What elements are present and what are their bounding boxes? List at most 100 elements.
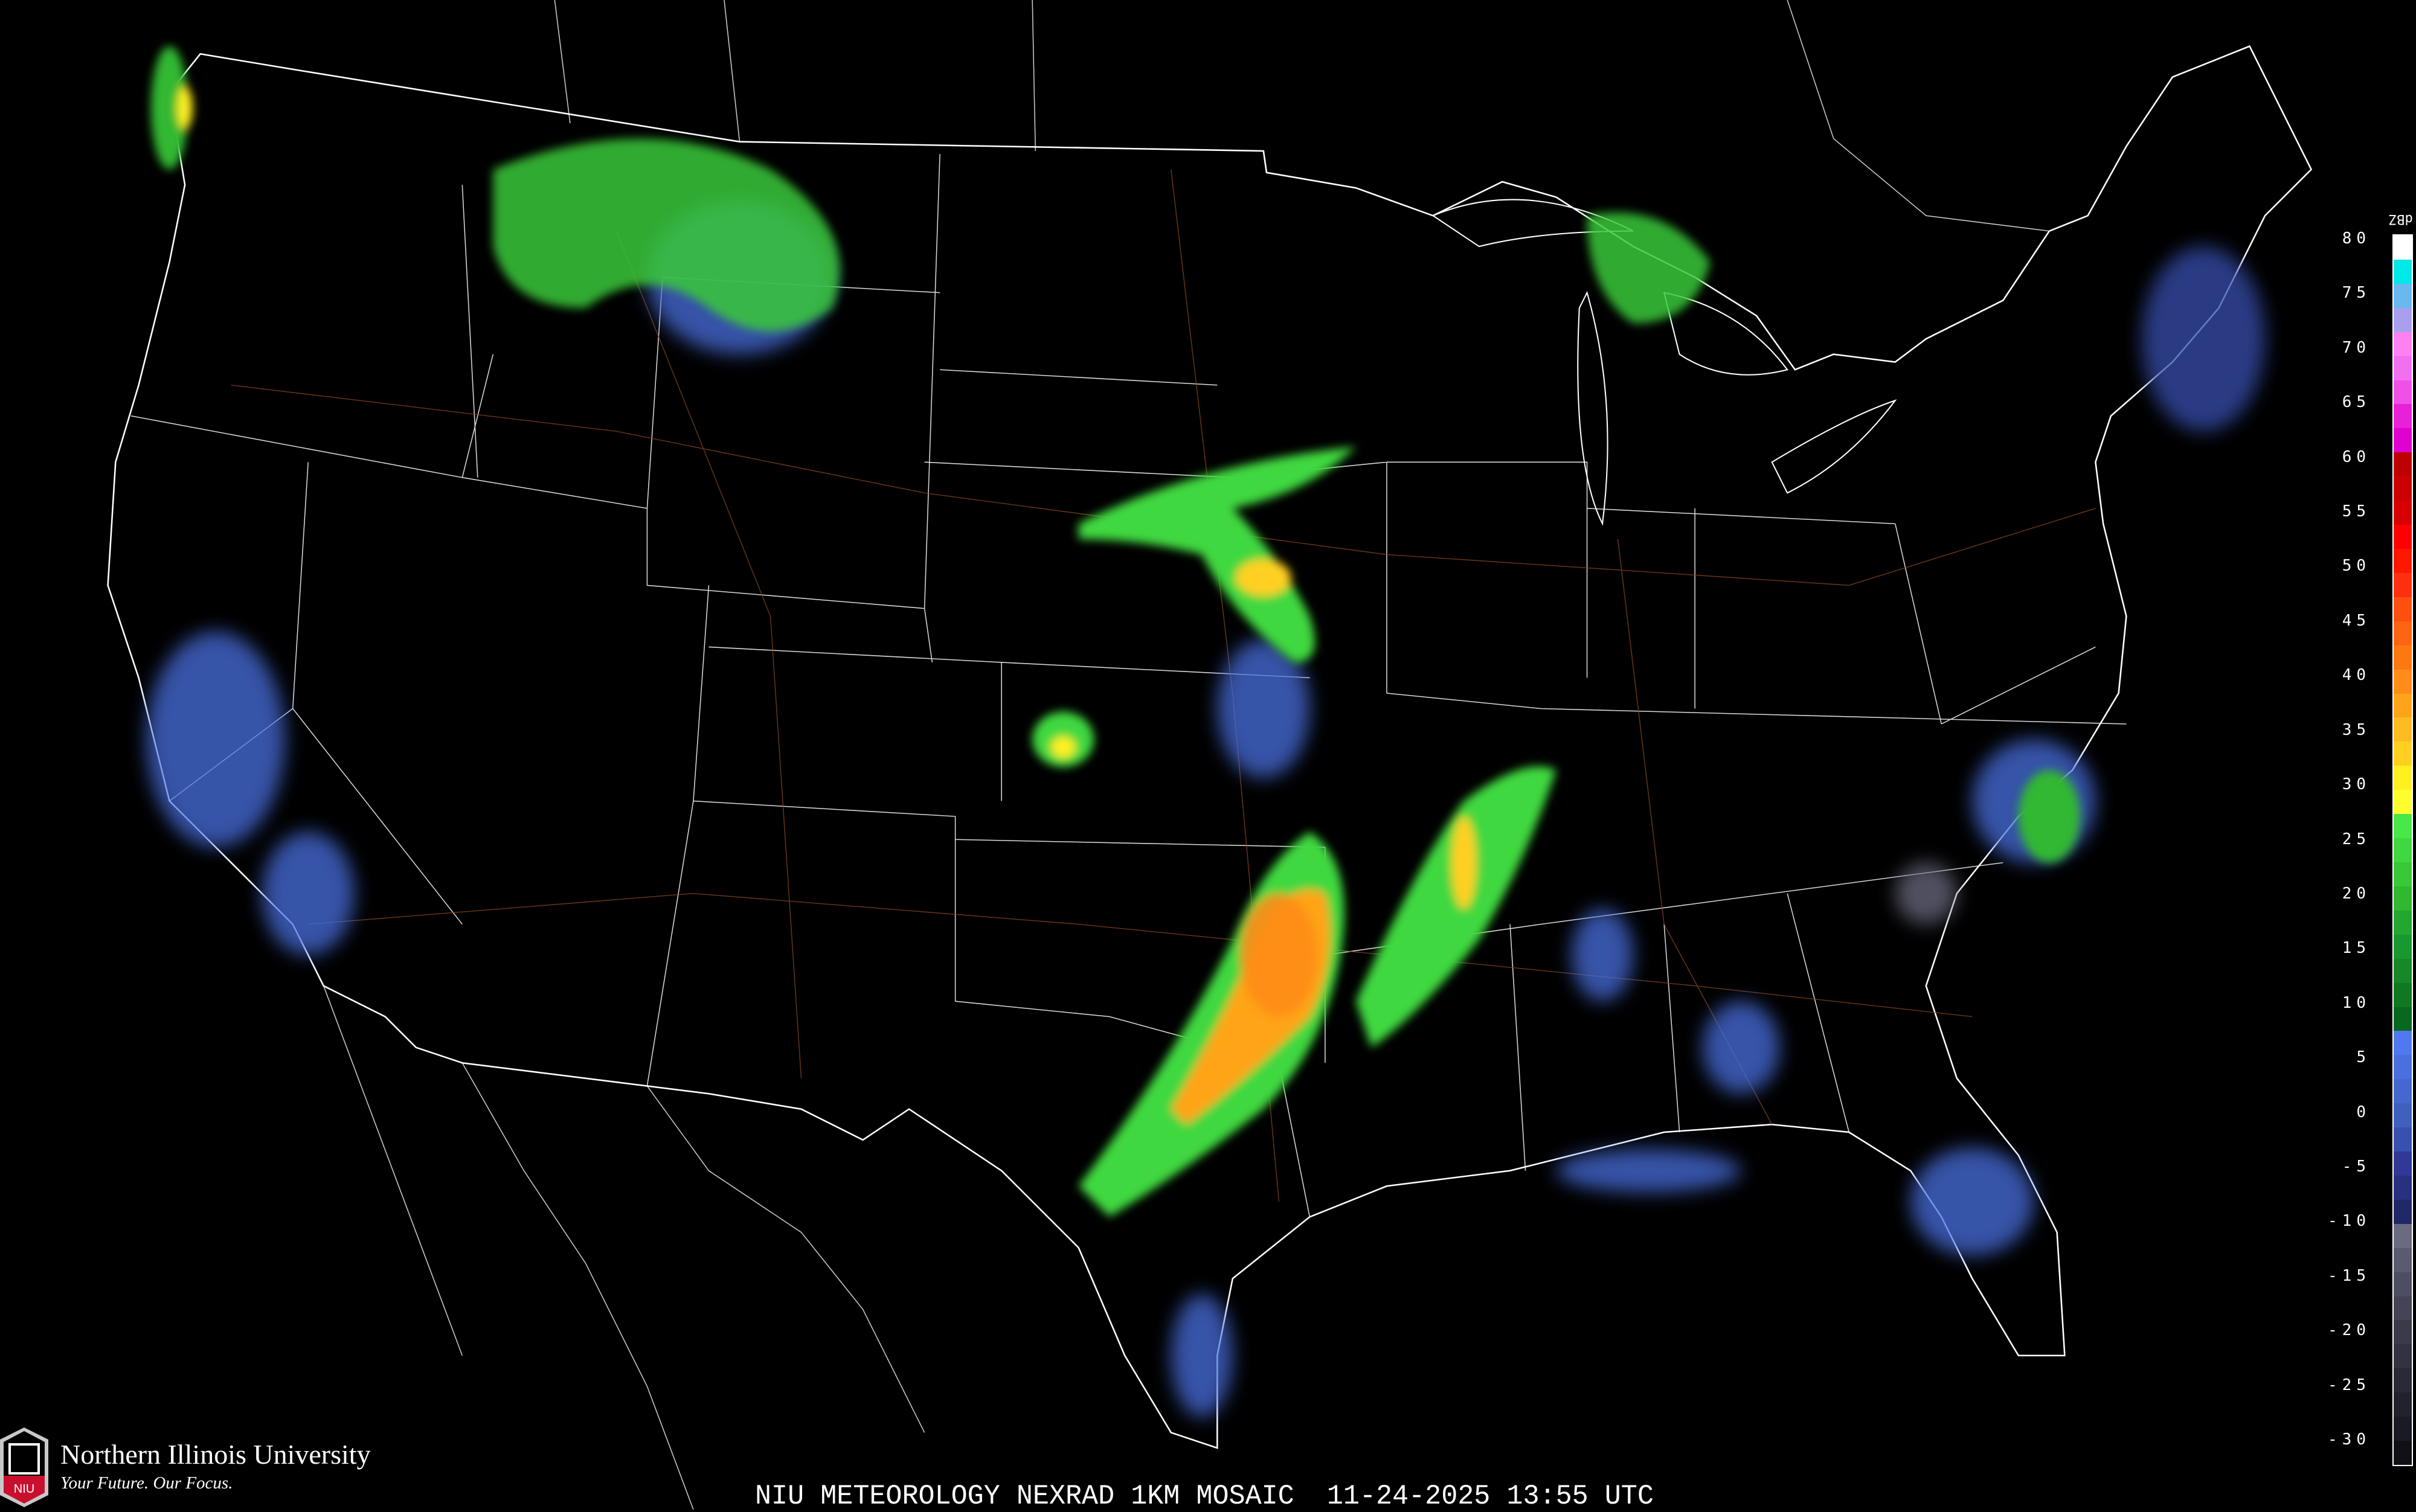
echo-light [1910,1147,2034,1256]
legend-tick-label: 40 [2342,666,2371,685]
legend-tick-label: -5 [2342,1157,2371,1176]
legend-color-swatch [2394,910,2412,935]
legend-color-swatch [2394,982,2412,1007]
legend-color-swatch [2394,1127,2412,1152]
echo-heavy [1451,816,1476,909]
legend-tick-label: -10 [2328,1212,2371,1231]
legend-color-swatch [2394,1079,2412,1104]
legend-color-swatch [2394,525,2412,549]
echo-heavy [1050,736,1076,758]
legend-tick-label: 15 [2342,939,2371,958]
legend-color-swatch [2394,572,2412,597]
roads [231,169,2096,1202]
legend-tick-label: 35 [2342,720,2371,739]
echo-light [262,831,355,955]
legend-tick-label: 10 [2342,993,2371,1012]
legend-tick-label: -25 [2328,1376,2371,1394]
echo-light [1572,909,1634,1002]
legend-color-swatch [2394,790,2412,815]
legend-color-swatch [2394,838,2412,862]
legend-color-swatch [2394,428,2412,453]
legend-color-swatch [2394,1392,2412,1417]
echo-moderate [1587,213,1711,324]
legend-color-swatch [2394,814,2412,839]
legend-color-swatch [2394,1152,2412,1176]
echo-moderate [1078,446,1356,662]
legend-color-swatch [2394,356,2412,380]
legend-color-swatch [2394,235,2412,260]
legend-color-swatch [2394,1248,2412,1272]
legend-color-swatch [2394,332,2412,356]
legend-color-swatch [2394,958,2412,983]
echo-light [1556,1149,1741,1193]
dbz-color-legend [2392,234,2413,1466]
legend-color-swatch [2394,548,2412,573]
legend-color-swatch [2394,669,2412,694]
echo-light [1171,1293,1233,1417]
legend-color-swatch [2394,1055,2412,1080]
legend-color-swatch [2394,283,2412,308]
international-borders [323,0,2049,1510]
legend-tick-label: -30 [2328,1430,2371,1449]
echo-moderate [2018,770,2080,863]
legend-color-swatch [2394,621,2412,645]
echo-light [2141,246,2265,432]
echo-moderate [1078,831,1345,1217]
legend-color-swatch [2394,259,2412,284]
legend-color-swatch [2394,1441,2412,1466]
legend-color-swatch [2394,886,2412,911]
legend-tick-label: 80 [2342,229,2371,248]
legend-color-swatch [2394,501,2412,525]
legend-tick-label: 5 [2356,1048,2371,1067]
legend-color-swatch [2394,476,2412,501]
university-name: Northern Illinois University [60,1439,371,1470]
university-tagline: Your Future. Our Focus. [60,1473,233,1493]
legend-tick-label: 55 [2342,502,2371,521]
legend-color-swatch [2394,1417,2412,1441]
echo-light [1895,862,1957,924]
legend-tick-label: 60 [2342,447,2371,466]
legend-color-swatch [2394,452,2412,477]
legend-color-swatch [2394,597,2412,621]
legend-color-swatch [2394,1223,2412,1248]
legend-tick-label: -15 [2328,1266,2371,1285]
legend-color-swatch [2394,766,2412,790]
legend-color-swatch [2394,1320,2412,1345]
echo-moderate [1355,766,1557,1048]
legend-color-swatch [2394,717,2412,742]
legend-color-swatch [2394,1272,2412,1296]
echo-moderate [151,46,188,170]
legend-tick-label: 75 [2342,284,2371,303]
legend-color-swatch [2394,1175,2412,1200]
echo-moderate [493,138,840,332]
echo-light [146,631,285,848]
radar-echoes [146,46,2265,1417]
legend-color-swatch [2394,1007,2412,1031]
legend-tick-label: 65 [2342,393,2371,412]
echo-heavy [1235,559,1291,597]
legend-tick-label: 70 [2342,338,2371,357]
legend-color-swatch [2394,934,2412,959]
echo-light [1702,1001,1780,1094]
echo-heavy [177,86,193,130]
legend-color-swatch [2394,404,2412,429]
svg-text:NIU: NIU [14,1482,34,1496]
legend-color-swatch [2394,307,2412,332]
conus-outline [107,45,2313,1449]
legend-color-swatch [2394,693,2412,718]
legend-tick-label: 50 [2342,557,2371,575]
legend-tick-label: 30 [2342,775,2371,794]
echo-heavy [1240,893,1318,1017]
legend-tick-label: 25 [2342,830,2371,848]
legend-tick-label: 20 [2342,884,2371,903]
legend-tick-label: 45 [2342,611,2371,630]
legend-unit-label: dBZ [2389,211,2413,226]
map-title: NIU METEOROLOGY NEXRAD 1KM MOSAIC 11-24-… [755,1481,1654,1512]
niu-logo: NIU [0,1427,48,1507]
legend-color-swatch [2394,1199,2412,1224]
legend-color-swatch [2394,1103,2412,1128]
legend-color-swatch [2394,645,2412,670]
legend-tick-label: 0 [2356,1103,2371,1121]
legend-color-swatch [2394,742,2412,766]
